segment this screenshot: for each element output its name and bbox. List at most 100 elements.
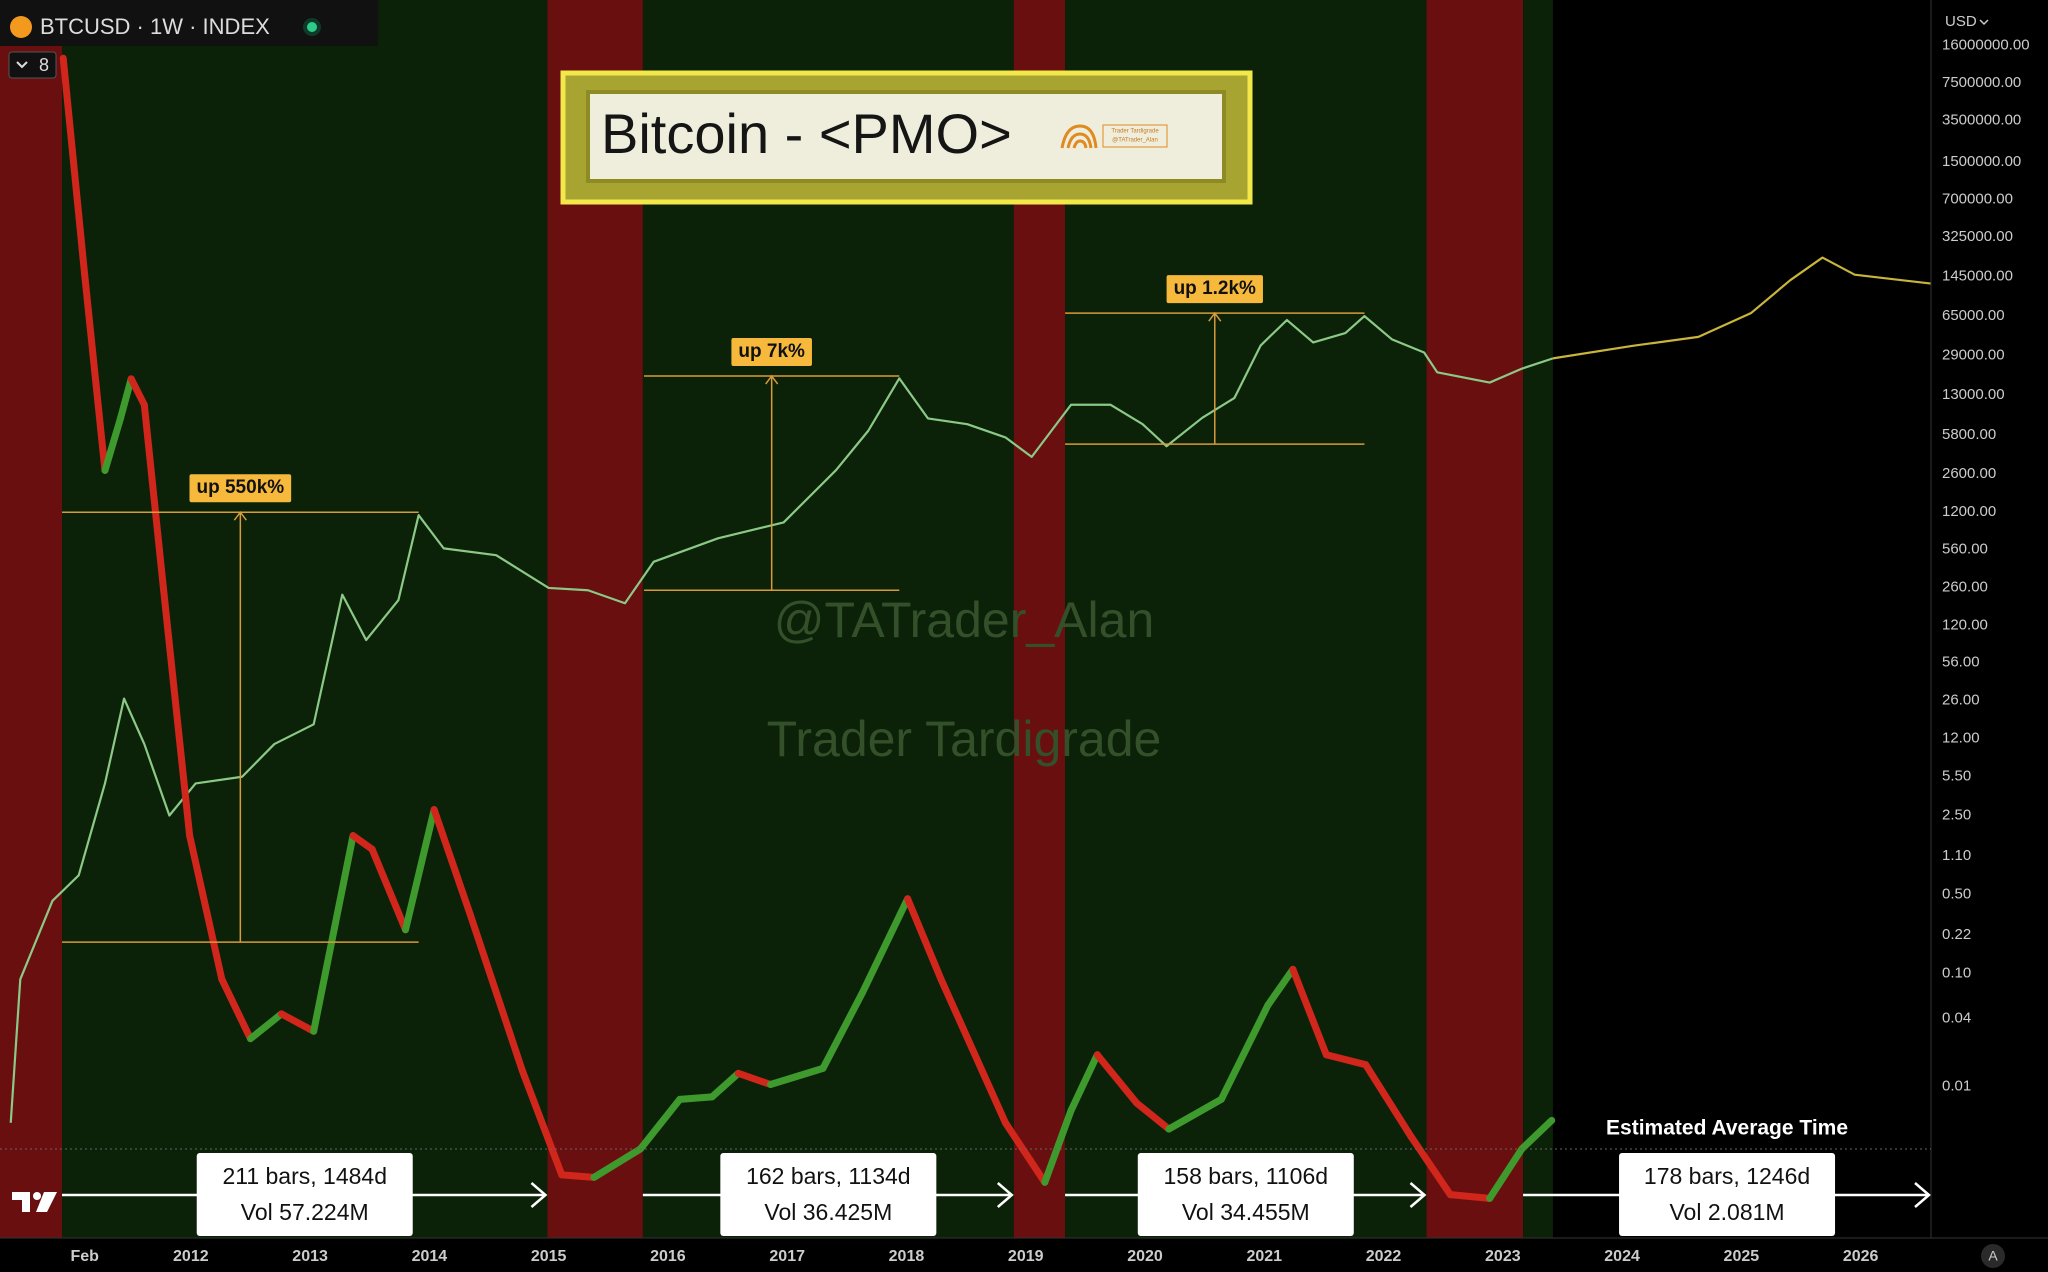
y-tick-label: 13000.00 [1942,386,2005,403]
pmo-segment [904,895,945,983]
symbol[interactable]: BTCUSD · 1W · INDEX [40,14,270,39]
currency[interactable]: USD [1945,13,1977,30]
cycle-box [720,1153,937,1236]
logo-text: Trader Tardigrade [1111,129,1159,135]
pmo-segment [159,584,194,840]
x-tick-label: 2025 [1724,1248,1760,1265]
pmo-segment [1041,1106,1075,1186]
x-tick-label: 2020 [1127,1248,1163,1265]
pmo-segment [1093,1051,1141,1107]
pmo-segment [368,845,410,934]
pmo-segment [858,895,912,997]
status-dot [307,22,317,32]
y-tick-label: 260.00 [1942,578,1988,595]
y-tick-label: 0.10 [1942,965,1971,982]
scale-button-bg[interactable] [1981,1244,2005,1268]
cycle-text: 158 bars, 1106d [1164,1163,1329,1189]
x-tick-label: 2026 [1843,1248,1879,1265]
indicator-count: 8 [39,55,49,75]
cycle-box [1137,1153,1354,1236]
x-tick-label: 2022 [1366,1248,1402,1265]
arrow-head [233,510,247,521]
logo-text: @TATrader_Alan [1112,138,1158,144]
y-tick-label: 700000.00 [1942,190,2013,207]
indicator-toggle[interactable] [8,51,57,79]
x-tick-label: 2023 [1485,1248,1521,1265]
region [547,0,643,1238]
pmo-segment [140,401,167,592]
y-tick-label: 7500000.00 [1942,74,2021,91]
measure-label: up 1.2k% [1174,278,1256,299]
x-tick-label: 2021 [1246,1248,1282,1265]
measure-label-bg [189,474,292,503]
y-tick-label: 26.00 [1942,691,1980,708]
y-tick-label: 0.04 [1942,1010,1971,1027]
pmo-segment [277,1010,318,1035]
cycle-box [1619,1153,1836,1236]
region [1426,0,1524,1238]
pmo-segment [676,1093,716,1103]
pmo-segment [246,1010,285,1043]
y-tick-label: 560.00 [1942,541,1988,558]
pmo-segment [1362,1061,1415,1140]
y-tick-label: 120.00 [1942,616,1988,633]
watermark: Trader Tardigrade [767,711,1162,767]
pmo-segment [636,1095,684,1153]
x-tick-label: 2016 [650,1248,686,1265]
y-tick-label: 0.50 [1942,886,1971,903]
pmo-segment [1264,965,1297,1009]
measure-label: up 7k% [738,341,805,362]
scale-button[interactable]: A [1988,1248,1998,1264]
x-tick-label: 2017 [769,1248,805,1265]
pmo-segment [1486,1145,1526,1202]
pmo-segment [101,414,124,474]
x-tick-label: 2015 [531,1248,567,1265]
y-tick-label: 12.00 [1942,729,1980,746]
plot-layer [9,54,1932,1202]
pmo-segment [349,832,376,853]
logo-frame [1102,124,1168,148]
pmo-segment [127,375,148,409]
y-tick-label: 1200.00 [1942,503,1996,520]
y-tick-label: 2600.00 [1942,465,1996,482]
region [1523,0,1553,1238]
price-line [1552,256,1932,360]
pmo-segment [186,832,226,983]
pmo-segment [310,832,357,1035]
logo-shape [36,1192,57,1212]
tv-logo [12,1192,57,1212]
y-tick-label: 2.50 [1942,806,1971,823]
logo: Trader Tardigrade @TATrader_Alan [1060,124,1168,149]
arrow-head [530,1182,548,1208]
y-tick-label: 29000.00 [1942,347,2005,364]
watermark: @TATrader_Alan [774,592,1155,648]
pmo-segment [1407,1132,1454,1199]
logo-shape [33,1192,41,1200]
pmo-segment [558,1171,598,1181]
cycle-text: 162 bars, 1134d [746,1163,911,1189]
region [1013,0,1066,1238]
arrow-head [765,374,779,385]
price-line [9,315,1554,1123]
y-tick-label: 65000.00 [1942,307,2005,324]
pmo-segment [430,806,474,918]
cycle-text: Vol 34.455M [1182,1199,1310,1225]
pmo-segment [1322,1051,1370,1069]
x-tick-label: 2014 [412,1248,448,1265]
pmo-segment [1217,1001,1272,1103]
cycle-box [196,1153,413,1236]
y-tick-label: 16000000.00 [1942,37,2030,54]
y-tick-label: 1500000.00 [1942,153,2021,170]
logo-icon [1060,124,1098,149]
measure-label-bg [1166,275,1263,304]
arrow-head [1208,311,1222,322]
pmo-segment [1446,1191,1494,1202]
estimate-label: Estimated Average Time [1606,1117,1848,1140]
pmo-segment [81,271,109,474]
region [62,0,548,1238]
y-tick-label: 1.10 [1942,847,1971,864]
arrow-head [1409,1182,1427,1208]
x-tick-label: 2013 [292,1248,328,1265]
